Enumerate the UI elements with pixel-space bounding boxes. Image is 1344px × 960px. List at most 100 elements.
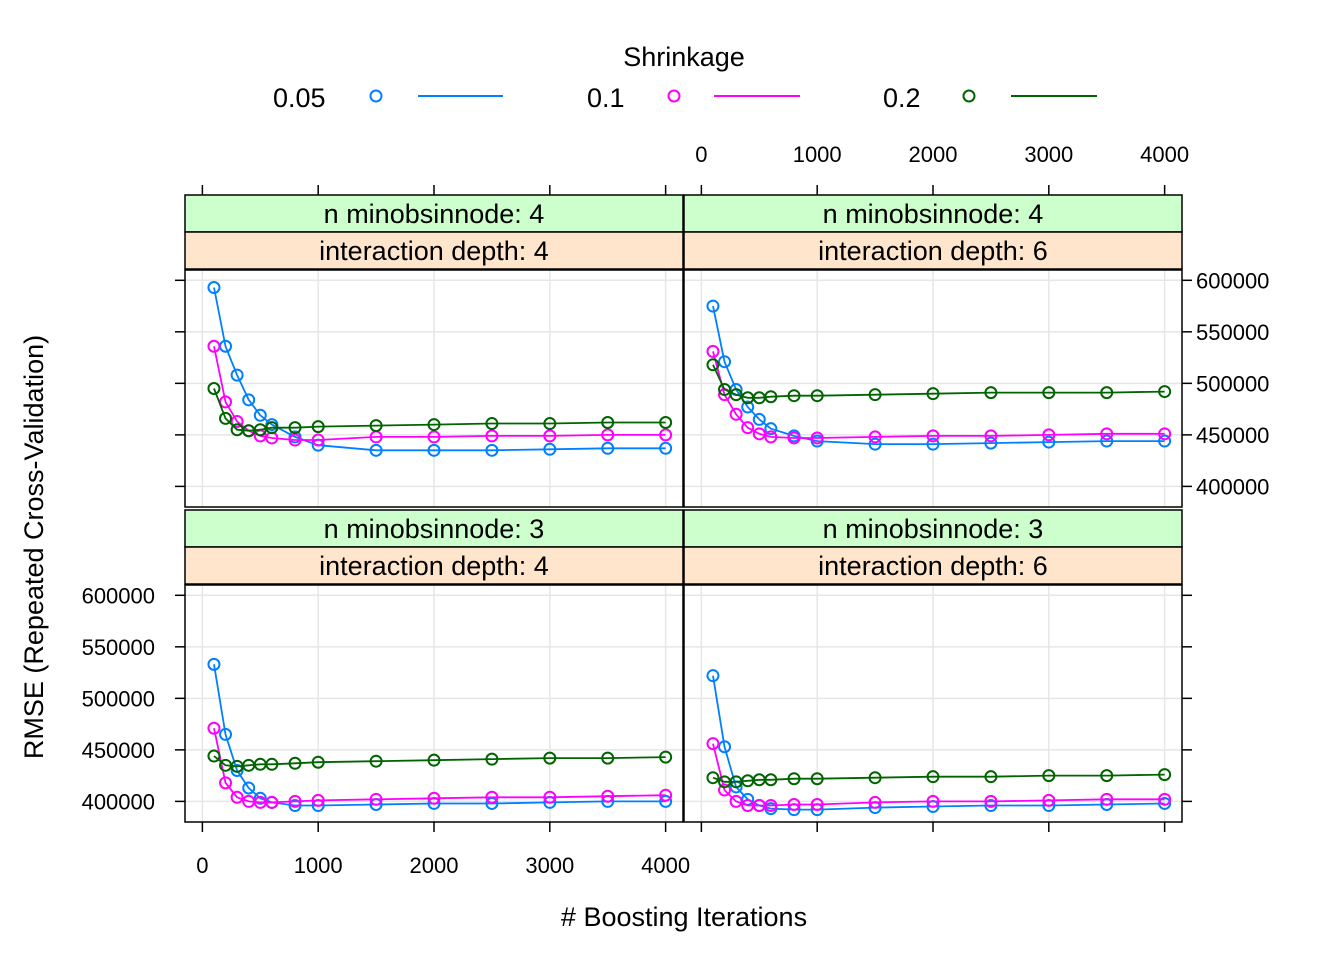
data-point <box>810 797 824 811</box>
data-point <box>311 433 325 447</box>
data-point <box>601 416 615 430</box>
y-tick-label-left: 550000 <box>82 635 155 660</box>
data-point <box>369 443 383 457</box>
data-point <box>601 789 615 803</box>
data-point <box>369 792 383 806</box>
series-line <box>712 364 1165 399</box>
series-line <box>712 351 1165 439</box>
data-point <box>752 412 766 426</box>
y-tick-label-left: 500000 <box>82 686 155 711</box>
data-point <box>601 428 615 442</box>
data-point <box>219 411 233 425</box>
strip-bottom-background <box>184 546 684 585</box>
data-point <box>926 794 940 808</box>
data-point <box>1100 427 1114 441</box>
data-point <box>230 368 244 382</box>
data-point <box>242 781 256 795</box>
data-point <box>485 429 499 443</box>
data-point <box>311 793 325 807</box>
y-tick-label-right: 600000 <box>1196 268 1269 293</box>
data-point <box>659 794 673 808</box>
data-point <box>253 791 267 805</box>
strip-bottom-label: interaction depth: 4 <box>319 551 549 581</box>
y-tick-label-left: 600000 <box>82 583 155 608</box>
legend-point-symbol <box>962 89 976 103</box>
x-tick-label-top: 2000 <box>909 142 958 167</box>
legend-title: Shrinkage <box>623 42 745 72</box>
data-point <box>984 794 998 808</box>
data-point <box>718 383 732 397</box>
data-point <box>1158 385 1172 399</box>
data-point <box>984 799 998 813</box>
data-point <box>926 770 940 784</box>
strip-bottom-background <box>184 231 684 270</box>
data-point <box>1042 428 1056 442</box>
strip-top-label: n minobsinnode: 3 <box>324 514 545 544</box>
data-point <box>311 420 325 434</box>
strip-top-background <box>683 194 1183 233</box>
data-point <box>706 358 720 372</box>
panel: n minobsinnode: 4 interaction depth: 6 <box>683 194 1183 508</box>
data-point <box>601 441 615 455</box>
data-point <box>868 437 882 451</box>
data-point <box>729 794 743 808</box>
data-point <box>810 772 824 786</box>
data-point <box>265 757 279 771</box>
data-point <box>265 795 279 809</box>
data-point <box>659 750 673 764</box>
data-point <box>1042 386 1056 400</box>
y-tick-label-right: 400000 <box>1196 474 1269 499</box>
data-point <box>764 390 778 404</box>
data-point <box>659 428 673 442</box>
series-line <box>712 743 1165 807</box>
x-tick-label-top: 4000 <box>1140 142 1189 167</box>
strip-bottom-label: interaction depth: 6 <box>818 551 1048 581</box>
data-point <box>207 749 221 763</box>
series-line <box>712 305 1165 446</box>
series-line <box>712 773 1165 783</box>
data-point <box>288 421 302 435</box>
data-point <box>659 416 673 430</box>
data-point <box>868 795 882 809</box>
x-tick-label-top: 0 <box>695 142 707 167</box>
data-point <box>659 788 673 802</box>
data-point <box>764 422 778 436</box>
data-point <box>787 431 801 445</box>
y-tick-label-right: 500000 <box>1196 371 1269 396</box>
data-point <box>868 430 882 444</box>
data-point <box>984 386 998 400</box>
data-point <box>207 339 221 353</box>
data-point <box>787 797 801 811</box>
data-point <box>1100 434 1114 448</box>
x-tick-label-top: 3000 <box>1024 142 1073 167</box>
data-point <box>741 400 755 414</box>
panel: n minobsinnode: 3 interaction depth: 6 <box>683 509 1183 823</box>
strip-top-background <box>683 509 1183 548</box>
y-tick-label-right: 450000 <box>1196 423 1269 448</box>
x-axis-title: # Boosting Iterations <box>561 902 807 932</box>
x-tick-label-bottom: 1000 <box>294 853 343 878</box>
data-point <box>288 799 302 813</box>
x-tick-label-bottom: 0 <box>196 853 208 878</box>
data-point <box>369 419 383 433</box>
data-point <box>926 429 940 443</box>
y-tick-label-left: 400000 <box>82 789 155 814</box>
panel-frame <box>184 269 684 508</box>
data-point <box>984 429 998 443</box>
strip-bottom-background <box>683 546 1183 585</box>
data-point <box>868 771 882 785</box>
data-point <box>427 791 441 805</box>
strip-top-label: n minobsinnode: 4 <box>324 199 545 229</box>
data-point <box>485 752 499 766</box>
data-point <box>810 389 824 403</box>
data-point <box>207 657 221 671</box>
data-point <box>787 389 801 403</box>
data-point <box>764 773 778 787</box>
series-line <box>213 755 666 768</box>
strip-top-label: n minobsinnode: 4 <box>823 199 1044 229</box>
data-point <box>311 755 325 769</box>
data-point <box>1100 386 1114 400</box>
data-point <box>1158 796 1172 810</box>
series-line <box>213 346 666 441</box>
